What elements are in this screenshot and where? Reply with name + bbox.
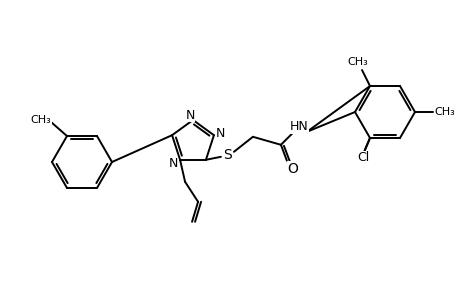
Text: N: N [216,127,225,140]
Text: Cl: Cl [357,154,369,166]
Text: Cl: Cl [356,152,368,164]
Text: O: O [287,162,298,176]
Text: CH₃: CH₃ [434,107,454,117]
Text: HN: HN [289,120,308,133]
Text: CH₃: CH₃ [347,57,368,67]
Text: N: N [168,157,177,170]
Text: N: N [185,109,194,122]
Text: CH₃: CH₃ [31,115,51,125]
Text: S: S [223,148,232,162]
